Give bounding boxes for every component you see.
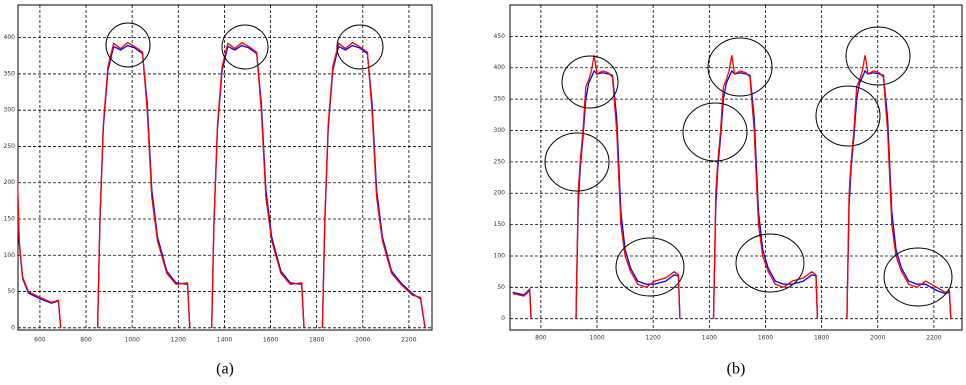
x-tick-label: 1800: [309, 337, 324, 344]
y-tick-label: 50: [7, 288, 15, 295]
y-tick-label: 100: [4, 252, 16, 259]
y-tick-label: 400: [494, 64, 506, 71]
y-tick-label: 250: [4, 143, 16, 150]
x-tick-label: 1200: [171, 337, 186, 344]
x-tick-label: 1400: [217, 337, 232, 344]
y-tick-label: 400: [4, 34, 16, 41]
x-tick-label: 1600: [758, 335, 773, 342]
x-tick-label: 1000: [589, 335, 604, 342]
highlight-circle: [845, 26, 911, 86]
x-tick-label: 1400: [702, 335, 717, 342]
data-line: [18, 41, 426, 328]
x-tick-label: 800: [80, 337, 92, 344]
data-line: [18, 44, 426, 328]
panel-caption: (a): [216, 361, 234, 378]
data-line: [512, 55, 952, 319]
highlight-circle: [105, 22, 151, 68]
y-tick-label: 350: [4, 70, 16, 77]
y-tick-label: 0: [501, 315, 505, 322]
highlight-circle: [544, 132, 610, 192]
x-tick-label: 2200: [401, 337, 416, 344]
y-tick-label: 200: [4, 179, 16, 186]
plot-frame: [509, 4, 963, 331]
y-tick-label: 150: [4, 216, 16, 223]
y-tick-label: 0: [11, 324, 15, 331]
panel-caption: (b): [727, 361, 746, 378]
y-tick-label: 450: [494, 33, 506, 40]
x-tick-label: 1600: [263, 337, 278, 344]
highlight-circle: [561, 55, 619, 109]
y-tick-label: 300: [4, 107, 16, 114]
chart: 0 50 100 150 200 250 300 350 400 450 800 1000 1200 14…: [494, 4, 963, 378]
y-tick-label: 250: [494, 158, 506, 165]
y-tick-label: 150: [494, 221, 506, 228]
y-tick-label: 200: [494, 190, 506, 197]
y-tick-label: 350: [494, 96, 506, 103]
y-tick-label: 100: [494, 252, 506, 259]
x-tick-label: 800: [535, 335, 547, 342]
x-tick-label: 1000: [125, 337, 140, 344]
highlight-circle: [707, 37, 773, 97]
highlight-circle: [336, 24, 384, 70]
x-tick-label: 600: [34, 337, 46, 344]
highlight-circle: [221, 24, 269, 70]
chart: 0 50 100 150 200 250 300 350 400 600 800 1000 1200 14…: [4, 4, 433, 378]
x-tick-label: 1200: [646, 335, 661, 342]
y-tick-label: 50: [497, 284, 505, 291]
data-line: [512, 69, 952, 319]
x-tick-label: 1800: [814, 335, 829, 342]
highlight-circle: [815, 85, 881, 147]
highlight-circle: [883, 247, 953, 307]
highlight-circle: [682, 102, 748, 162]
highlight-circle: [735, 233, 805, 293]
plot-frame: [17, 4, 433, 331]
x-tick-label: 2000: [870, 335, 885, 342]
y-tick-label: 300: [494, 127, 506, 134]
highlight-circle: [615, 237, 685, 297]
annotation-circles: [105, 22, 953, 307]
x-tick-label: 2200: [926, 335, 941, 342]
x-tick-label: 2000: [355, 337, 370, 344]
